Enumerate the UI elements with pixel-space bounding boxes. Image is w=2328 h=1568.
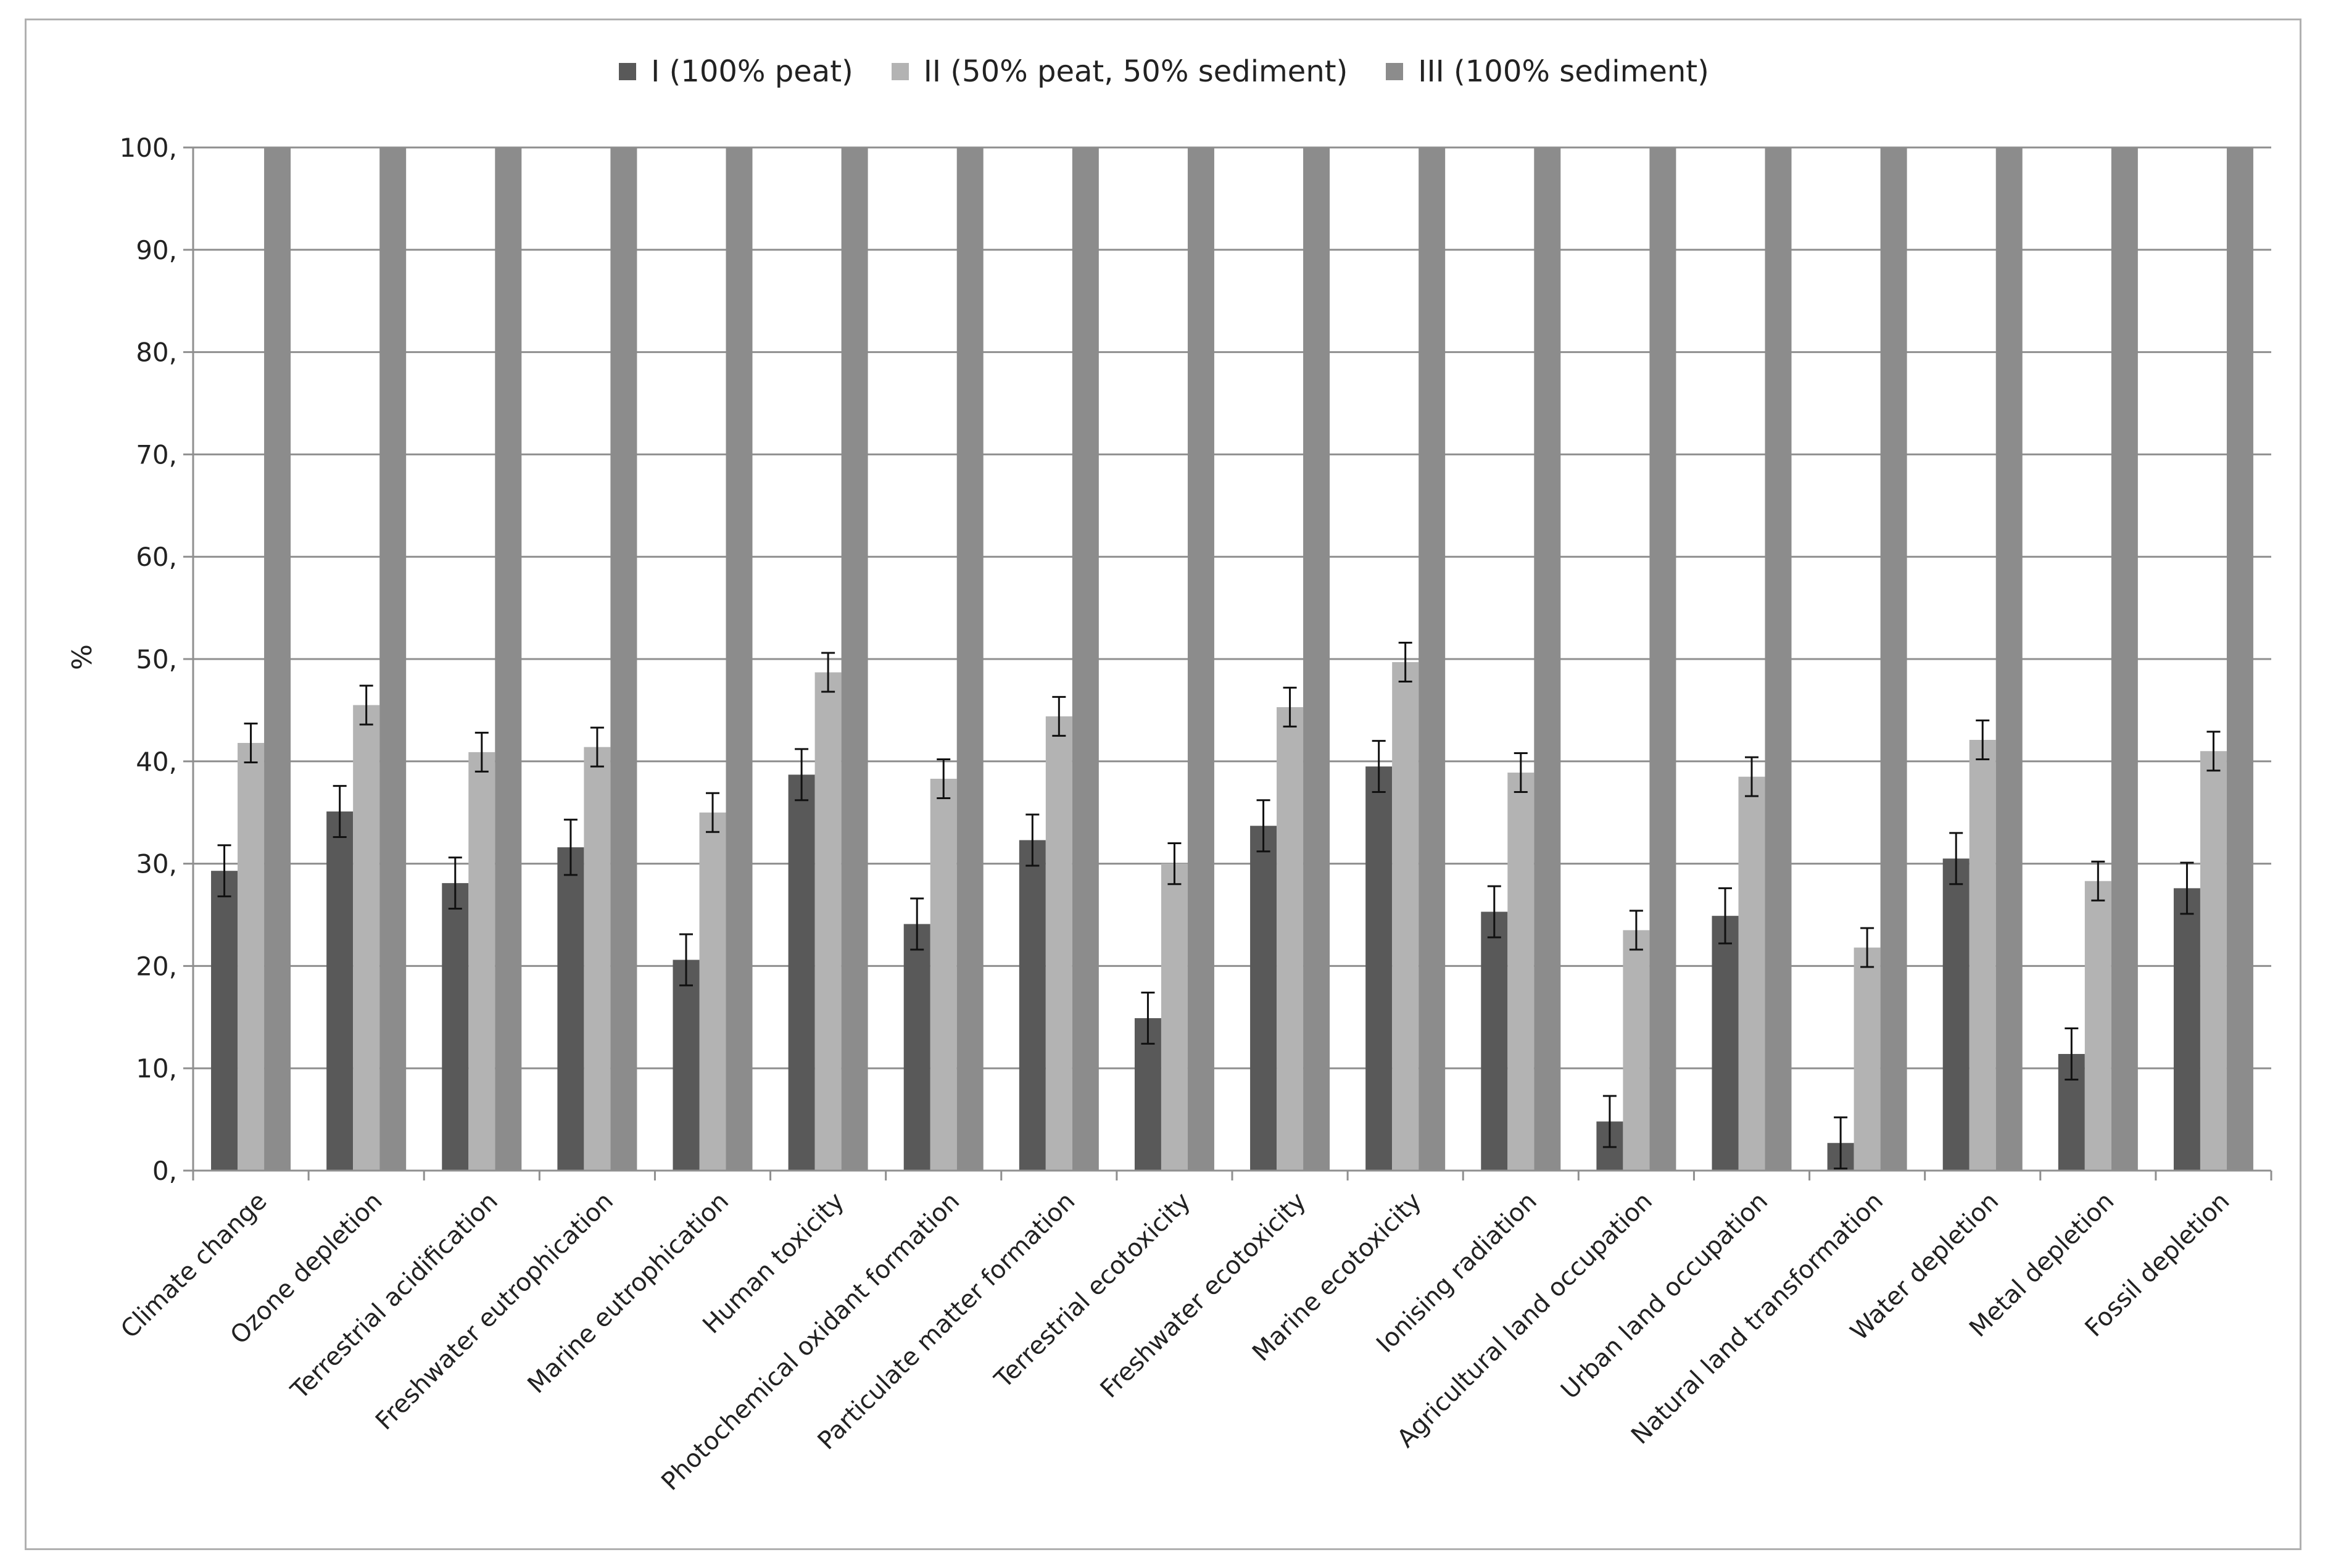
bar-2 bbox=[1392, 662, 1419, 1171]
y-tick-label: 60, bbox=[136, 542, 177, 572]
bar-1 bbox=[1250, 826, 1277, 1171]
bar-3 bbox=[956, 147, 984, 1171]
bar-2 bbox=[1507, 773, 1535, 1171]
y-axis-label: % bbox=[67, 644, 98, 670]
bar-1 bbox=[1365, 766, 1393, 1171]
y-tick-label: 70, bbox=[136, 439, 177, 470]
y-tick-label: 30, bbox=[136, 849, 177, 879]
bar-2 bbox=[2200, 751, 2227, 1171]
bar-3 bbox=[2226, 147, 2253, 1171]
bar-2 bbox=[468, 752, 495, 1171]
bar-2 bbox=[2084, 881, 2111, 1171]
bar-3 bbox=[1419, 147, 1446, 1171]
legend-label-series-2: II (50% peat, 50% sediment) bbox=[923, 54, 1348, 89]
legend-item-series-3: III (100% sediment) bbox=[1386, 54, 1709, 89]
bar-1 bbox=[1019, 840, 1046, 1171]
bar-2 bbox=[1623, 930, 1650, 1171]
y-tick-label: 40, bbox=[136, 747, 177, 777]
legend-swatch-series-2 bbox=[891, 63, 909, 80]
x-tick-label: Agricultural land occupation bbox=[1392, 1187, 1658, 1453]
y-tick-label: 90, bbox=[136, 235, 177, 265]
y-tick-label: 10, bbox=[136, 1053, 177, 1084]
bar-2 bbox=[814, 672, 842, 1171]
bar-1 bbox=[442, 883, 469, 1171]
bar-3 bbox=[1303, 147, 1330, 1171]
bar-2 bbox=[1854, 947, 1881, 1171]
bar-1 bbox=[2173, 888, 2200, 1171]
bar-1 bbox=[788, 774, 815, 1171]
bar-2 bbox=[1045, 716, 1072, 1171]
bar-3 bbox=[1995, 147, 2023, 1171]
x-tick-label: Freshwater ecotoxicity bbox=[1095, 1187, 1312, 1404]
error-bars bbox=[217, 641, 2221, 1170]
bar-3 bbox=[495, 147, 522, 1171]
x-tick-label: Terrestrial acidification bbox=[285, 1187, 503, 1406]
bar-3 bbox=[264, 147, 291, 1171]
bar-3 bbox=[841, 147, 868, 1171]
gridlines bbox=[193, 146, 2271, 1069]
bar-2 bbox=[699, 812, 726, 1171]
bar-1 bbox=[1942, 858, 1970, 1171]
bar-3 bbox=[1765, 147, 1792, 1171]
legend-item-series-2: II (50% peat, 50% sediment) bbox=[891, 54, 1348, 89]
y-tick-label: 20, bbox=[136, 951, 177, 981]
y-tick-label: 0, bbox=[152, 1156, 177, 1186]
bar-3 bbox=[1880, 147, 1907, 1171]
legend-label-series-3: III (100% sediment) bbox=[1418, 54, 1709, 89]
bar-2 bbox=[1969, 739, 1996, 1171]
y-tick-label: 80, bbox=[136, 338, 177, 368]
x-tick-label: Natural land transformation bbox=[1626, 1187, 1889, 1450]
bar-2 bbox=[353, 705, 380, 1171]
bar-1 bbox=[211, 871, 238, 1171]
y-tick-label: 100, bbox=[119, 133, 177, 163]
legend: I (100% peat) II (50% peat, 50% sediment… bbox=[0, 54, 2328, 89]
bar-3 bbox=[1534, 147, 1561, 1171]
bar-2 bbox=[584, 747, 611, 1171]
legend-label-series-1: I (100% peat) bbox=[651, 54, 853, 89]
bar-1 bbox=[673, 960, 700, 1171]
bar-2 bbox=[238, 742, 265, 1171]
bar-3 bbox=[379, 147, 407, 1171]
bar-3 bbox=[1187, 147, 1214, 1171]
x-tick-label: Particulate matter formation bbox=[812, 1187, 1080, 1456]
bar-2 bbox=[1277, 707, 1304, 1171]
bar-3 bbox=[2111, 147, 2138, 1171]
bar-1 bbox=[557, 847, 584, 1171]
bar-3 bbox=[1649, 147, 1676, 1171]
bars bbox=[211, 147, 2253, 1171]
bar-1 bbox=[1712, 916, 1739, 1171]
bar-3 bbox=[1072, 147, 1099, 1171]
bar-3 bbox=[726, 147, 753, 1171]
y-tick-label: 50, bbox=[136, 644, 177, 674]
x-tick-label: Freshwater eutrophication bbox=[370, 1187, 619, 1436]
bar-2 bbox=[930, 778, 957, 1171]
x-tick-label: Marine eutrophication bbox=[522, 1187, 734, 1400]
legend-swatch-series-1 bbox=[619, 63, 637, 80]
x-tick-label: Terrestrial ecotoxicity bbox=[989, 1187, 1196, 1395]
x-tick-label: Urban land occupation bbox=[1555, 1187, 1773, 1405]
legend-item-series-1: I (100% peat) bbox=[619, 54, 853, 89]
bar-3 bbox=[610, 147, 637, 1171]
bar-1 bbox=[1481, 911, 1508, 1171]
axes bbox=[183, 146, 2272, 1180]
bar-1 bbox=[326, 811, 354, 1171]
bar-2 bbox=[1161, 863, 1188, 1171]
legend-swatch-series-3 bbox=[1386, 63, 1404, 80]
bar-2 bbox=[1738, 776, 1765, 1171]
bar-1 bbox=[903, 924, 930, 1171]
